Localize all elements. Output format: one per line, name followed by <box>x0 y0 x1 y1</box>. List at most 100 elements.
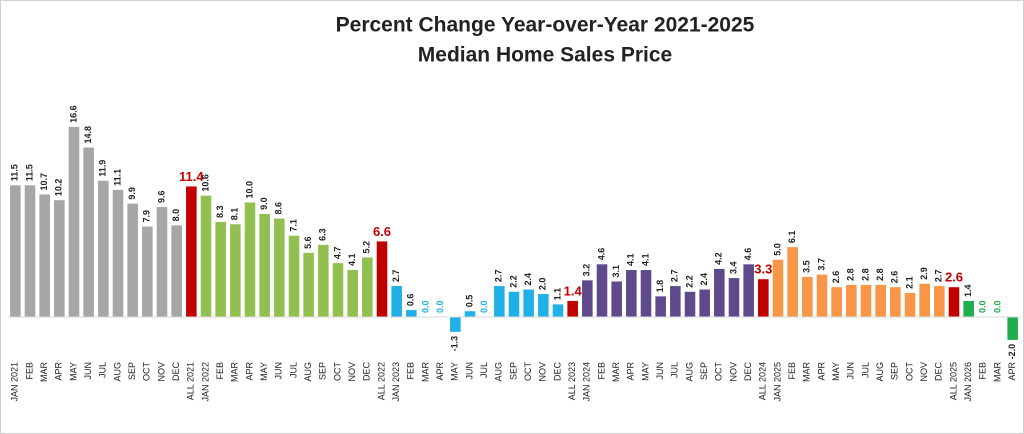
value-label: 0.0 <box>420 300 430 313</box>
bar <box>772 259 784 317</box>
value-label: 2.8 <box>860 268 870 281</box>
value-label: 2.8 <box>875 268 885 281</box>
bar <box>728 278 740 317</box>
bar <box>963 300 974 317</box>
value-label: 0.6 <box>406 294 416 307</box>
bar <box>523 289 534 317</box>
bar <box>860 284 872 317</box>
value-label: 2.7 <box>934 270 944 283</box>
x-tick-label: DEC <box>934 362 944 382</box>
value-label: 11.5 <box>10 164 20 181</box>
chart-title: Percent Change Year-over-Year 2021-2025 <box>336 14 755 37</box>
value-label: 4.6 <box>743 248 753 261</box>
value-label: 10.0 <box>244 181 254 199</box>
value-label: 7.9 <box>142 210 152 223</box>
value-label: 2.2 <box>684 275 694 288</box>
x-tick-label: MAR <box>230 362 240 383</box>
x-tick-label: MAY <box>831 362 841 381</box>
bar <box>244 202 256 317</box>
bar <box>670 286 681 317</box>
value-label: 4.1 <box>347 254 357 267</box>
x-tick-label: APR <box>626 362 636 381</box>
value-label: 0.0 <box>435 300 445 313</box>
x-tick-label: MAR <box>420 362 430 383</box>
x-tick-label: AUG <box>303 362 313 382</box>
x-tick-label: JAN 2025 <box>772 362 782 402</box>
bar <box>142 226 153 317</box>
bar <box>1007 316 1018 340</box>
x-tick-label: FEB <box>787 362 797 380</box>
value-label: 3.2 <box>582 264 592 277</box>
x-tick-label: FEB <box>24 362 34 380</box>
bar <box>376 241 388 317</box>
value-label: 8.0 <box>171 209 181 222</box>
bar <box>802 276 813 317</box>
value-label: 16.6 <box>68 105 78 123</box>
value-label: 3.7 <box>816 258 826 271</box>
x-tick-label: JAN 2024 <box>582 362 592 402</box>
x-tick-label: OCT <box>904 362 914 382</box>
bar <box>186 186 197 317</box>
x-tick-label: SEP <box>318 362 328 380</box>
x-tick-label: JAN 2023 <box>391 362 401 402</box>
bar <box>288 235 300 317</box>
value-label: 9.6 <box>156 191 166 204</box>
x-tick-label: DEC <box>552 362 562 382</box>
bar <box>303 252 314 317</box>
x-tick-label: NOV <box>538 362 548 382</box>
bar <box>948 287 960 317</box>
x-tick-label: APR <box>816 362 826 381</box>
bar <box>406 310 417 317</box>
bar <box>626 270 637 317</box>
value-label: 2.7 <box>391 270 401 283</box>
bar <box>112 189 124 317</box>
value-label: 4.1 <box>626 254 636 267</box>
x-tick-label: ALL 2023 <box>567 362 577 400</box>
value-label: 2.2 <box>508 275 518 288</box>
bar <box>450 316 461 332</box>
bar <box>846 284 857 317</box>
x-tick-label: SEP <box>508 362 518 380</box>
bar <box>699 289 710 317</box>
x-tick-label: MAR <box>992 362 1002 383</box>
bar <box>464 311 476 317</box>
x-tick-label: APR <box>1007 362 1017 381</box>
value-label: 1.4 <box>564 283 583 298</box>
x-tick-label: APR <box>435 362 445 381</box>
x-tick-label: FEB <box>406 362 416 380</box>
value-label: 2.8 <box>846 268 856 281</box>
x-tick-label: ALL 2021 <box>186 362 196 400</box>
bar <box>127 203 138 317</box>
value-label: 0.0 <box>992 300 1002 313</box>
x-tick-label: NOV <box>919 362 929 382</box>
value-label: 2.4 <box>699 273 709 286</box>
bar <box>347 270 358 317</box>
value-label: -2.0 <box>1007 344 1017 360</box>
bar <box>259 213 270 317</box>
x-tick-label: APR <box>54 362 64 381</box>
x-tick-label: MAY <box>259 362 269 381</box>
value-label: 11.5 <box>24 164 34 181</box>
bar <box>567 300 578 317</box>
bar <box>391 286 402 317</box>
value-label: 6.1 <box>787 231 797 244</box>
x-tick-label: NOV <box>728 362 738 382</box>
x-tick-label: JUL <box>670 362 680 378</box>
bar <box>552 304 564 317</box>
bar <box>215 221 226 317</box>
value-label: 4.7 <box>332 247 342 260</box>
x-tick-label: FEB <box>596 362 606 380</box>
x-tick-label: MAR <box>39 362 49 383</box>
value-label: 11.4 <box>179 169 204 184</box>
x-tick-label: MAY <box>68 362 78 381</box>
x-tick-label: JUN <box>274 362 284 380</box>
value-label: 2.0 <box>538 278 548 291</box>
value-label: 3.5 <box>802 260 812 273</box>
bar <box>24 185 36 317</box>
x-tick-label: MAR <box>802 362 812 383</box>
bar <box>362 257 373 317</box>
x-tick-label: JAN 2022 <box>200 362 210 402</box>
value-label: 4.1 <box>640 254 650 267</box>
